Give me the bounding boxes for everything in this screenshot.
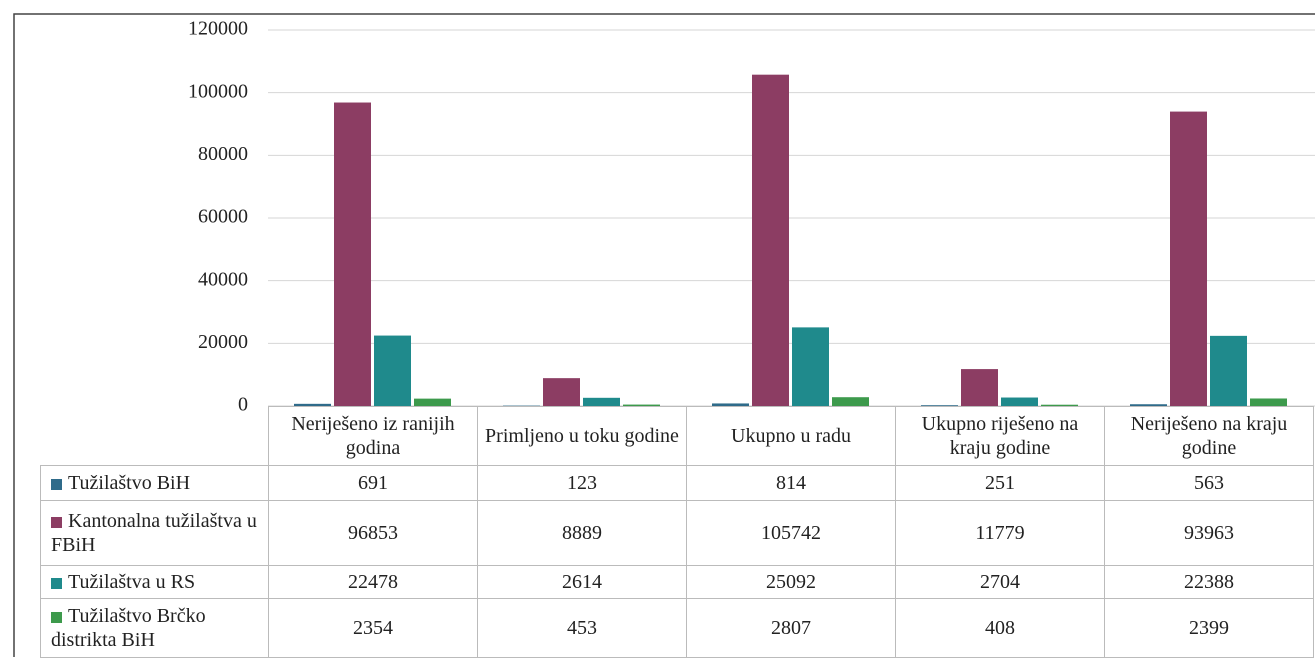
value-cell: 25092 (687, 566, 896, 599)
value-cell: 408 (896, 599, 1105, 658)
bar (1170, 112, 1207, 406)
y-tick-label: 40000 (198, 268, 248, 290)
value-cell: 814 (687, 466, 896, 501)
value-cell: 22388 (1105, 566, 1314, 599)
legend-label: Tužilaštvo Brčko distrikta BiH (51, 605, 206, 651)
y-tick-label: 20000 (198, 331, 248, 353)
value-cell: 8889 (478, 501, 687, 566)
category-header: Neriješeno na kraju godine (1105, 407, 1314, 466)
value-cell: 2614 (478, 566, 687, 599)
legend-cell: Tužilaštvo BiH (41, 466, 269, 501)
bar (1210, 336, 1247, 406)
value-cell: 11779 (896, 501, 1105, 566)
value-cell: 123 (478, 466, 687, 501)
y-tick-label: 120000 (188, 18, 248, 40)
blank-cell (41, 407, 269, 466)
bar (1250, 398, 1287, 406)
value-cell: 2704 (896, 566, 1105, 599)
value-cell: 2807 (687, 599, 896, 658)
value-cell: 93963 (1105, 501, 1314, 566)
bar (334, 103, 371, 406)
value-cell: 22478 (269, 566, 478, 599)
value-cell: 2354 (269, 599, 478, 658)
bar (961, 369, 998, 406)
value-cell: 563 (1105, 466, 1314, 501)
bar (543, 378, 580, 406)
bar (414, 399, 451, 406)
value-cell: 691 (269, 466, 478, 501)
category-header: Ukupno u radu (687, 407, 896, 466)
category-header: Primljeno u toku godine (478, 407, 687, 466)
legend-swatch (51, 612, 62, 623)
bar (583, 398, 620, 406)
value-cell: 453 (478, 599, 687, 658)
value-cell: 2399 (1105, 599, 1314, 658)
legend-cell: Tužilaštvo Brčko distrikta BiH (41, 599, 269, 658)
legend-label: Tužilaštvo BiH (68, 472, 190, 494)
legend-swatch (51, 578, 62, 589)
category-header: Neriješeno iz ranijih godina (269, 407, 478, 466)
bar (1001, 398, 1038, 406)
y-tick-label: 80000 (198, 143, 248, 165)
value-cell: 251 (896, 466, 1105, 501)
legend-label: Kantonalna tužilaštva u FBiH (51, 510, 257, 556)
category-header: Ukupno riješeno na kraju godine (896, 407, 1105, 466)
legend-label: Tužilaštva u RS (68, 571, 195, 593)
y-tick-label: 60000 (198, 206, 248, 228)
value-cell: 96853 (269, 501, 478, 566)
bar (792, 327, 829, 406)
legend-cell: Kantonalna tužilaštva u FBiH (41, 501, 269, 566)
legend-cell: Tužilaštva u RS (41, 566, 269, 599)
bar (832, 397, 869, 406)
bar (752, 75, 789, 406)
legend-swatch (51, 479, 62, 490)
bar (374, 336, 411, 406)
y-tick-label: 100000 (188, 80, 248, 102)
value-cell: 105742 (687, 501, 896, 566)
legend-swatch (51, 517, 62, 528)
